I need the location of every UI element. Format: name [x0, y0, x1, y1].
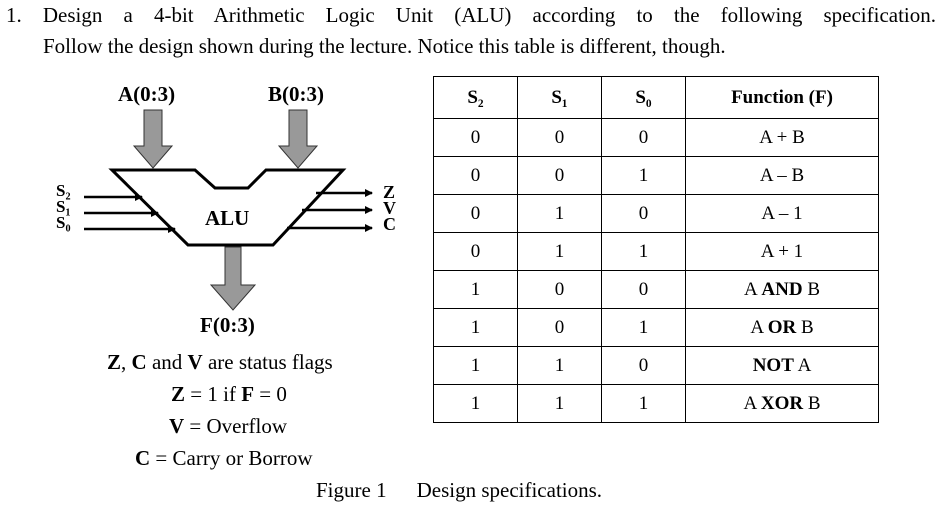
cell-s1: 1	[517, 346, 602, 385]
flag-v: V	[169, 414, 185, 438]
flag-v: V	[187, 350, 203, 374]
cell-s1: 0	[517, 156, 602, 195]
cell-s0: 0	[601, 118, 686, 157]
note-text: are status flags	[202, 350, 333, 374]
note-text: = 0	[254, 382, 287, 406]
status-label-z: Z	[383, 182, 396, 202]
cell-s1: 0	[517, 270, 602, 309]
operator: AND	[761, 278, 803, 300]
cell-s0: 1	[601, 232, 686, 271]
operand: B	[796, 316, 814, 338]
operand: B	[802, 278, 821, 300]
function-table: S₂ S₁ S₀ Function (F) 0 0 0 A + B 0 0 1 …	[433, 76, 879, 423]
header-s1: S₁	[517, 76, 602, 119]
select-label-s0: S₀	[56, 213, 71, 232]
cell-s0: 1	[601, 156, 686, 195]
note-text: ,	[121, 350, 132, 374]
table-row: 1 1 1 A XOR B	[433, 384, 879, 423]
question-number: 1.	[6, 3, 22, 27]
flag-f: F	[241, 382, 255, 406]
figure-number: Figure 1	[316, 478, 387, 502]
table-header-row: S₂ S₁ S₀ Function (F)	[433, 76, 879, 119]
alu-label: ALU	[205, 206, 250, 230]
cell-s0: 1	[601, 308, 686, 347]
status-label-v: V	[383, 198, 396, 218]
note-text: = Carry or Borrow	[150, 446, 313, 470]
output-f-label: F(0:3)	[200, 313, 255, 337]
status-note-4: C = Carry or Borrow	[135, 446, 312, 471]
status-note-1: Z, C and V are status flags	[107, 350, 333, 375]
question-line-1: 1. Design a 4-bit Arithmetic Logic Unit …	[6, 2, 936, 28]
cell-s2: 1	[433, 308, 518, 347]
operator: XOR	[760, 392, 804, 414]
table-row: 1 0 1 A OR B	[433, 308, 879, 347]
operand: A	[743, 278, 762, 300]
caption-text: Design specifications.	[416, 478, 603, 502]
operator: OR	[767, 316, 797, 338]
cell-s2: 1	[433, 270, 518, 309]
input-a-label: A(0:3)	[118, 82, 176, 106]
flag-z: Z	[107, 350, 122, 374]
cell-s0: 0	[601, 194, 686, 233]
cell-s1: 1	[517, 232, 602, 271]
question-text-1: Design a 4-bit Arithmetic Logic Unit (AL…	[42, 3, 937, 27]
cell-s2: 0	[433, 118, 518, 157]
status-note-2: Z = 1 if F = 0	[171, 382, 287, 407]
cell-s2: 1	[433, 346, 518, 385]
table-row: 0 0 0 A + B	[433, 118, 879, 157]
table-row: 1 1 0 NOT A	[433, 346, 879, 385]
note-text: and	[146, 350, 188, 374]
flag-c: C	[135, 446, 151, 470]
question-line-2: Follow the design shown during the lectu…	[43, 34, 726, 58]
operand: A	[793, 354, 812, 376]
flag-z: Z	[171, 382, 186, 406]
select-label-s1: S₁	[56, 197, 71, 216]
output-f-arrow	[209, 246, 257, 311]
operand: A	[750, 316, 768, 338]
input-a-arrow	[132, 109, 174, 169]
note-text: = Overflow	[184, 414, 287, 438]
operand: B	[803, 392, 821, 414]
cell-s1: 0	[517, 118, 602, 157]
figure-caption: Figure 1 Design specifications.	[316, 478, 602, 503]
flag-c: C	[131, 350, 147, 374]
cell-function: A + B	[685, 118, 879, 157]
cell-s0: 1	[601, 384, 686, 423]
status-note-3: V = Overflow	[169, 414, 287, 439]
cell-s0: 0	[601, 270, 686, 309]
header-function: Function (F)	[685, 76, 879, 119]
cell-function: A + 1	[685, 232, 879, 271]
header-s2: S₂	[433, 76, 518, 119]
note-text: = 1 if	[185, 382, 242, 406]
input-b-label: B(0:3)	[268, 82, 324, 106]
header-s0: S₀	[601, 76, 686, 119]
alu-block-diagram	[84, 109, 373, 311]
select-label-s2: S₂	[56, 181, 71, 200]
cell-s2: 0	[433, 156, 518, 195]
cell-s0: 0	[601, 346, 686, 385]
cell-s1: 0	[517, 308, 602, 347]
cell-s2: 0	[433, 232, 518, 271]
input-b-arrow	[277, 109, 319, 169]
table-row: 1 0 0 A AND B	[433, 270, 879, 309]
operator: NOT	[752, 354, 794, 376]
status-label-c: C	[383, 214, 396, 234]
status-output-labels: Z V C	[383, 182, 396, 234]
cell-function: A XOR B	[685, 384, 879, 423]
cell-s1: 1	[517, 384, 602, 423]
operand: A	[743, 392, 761, 414]
cell-s2: 0	[433, 194, 518, 233]
table-row: 0 1 1 A + 1	[433, 232, 879, 271]
cell-function: NOT A	[685, 346, 879, 385]
cell-s1: 1	[517, 194, 602, 233]
table-row: 0 1 0 A – 1	[433, 194, 879, 233]
cell-function: A OR B	[685, 308, 879, 347]
cell-s2: 1	[433, 384, 518, 423]
cell-function: A – 1	[685, 194, 879, 233]
cell-function: A AND B	[685, 270, 879, 309]
select-labels: S₂ S₁ S₀	[56, 181, 71, 232]
table-row: 0 0 1 A – B	[433, 156, 879, 195]
cell-function: A – B	[685, 156, 879, 195]
